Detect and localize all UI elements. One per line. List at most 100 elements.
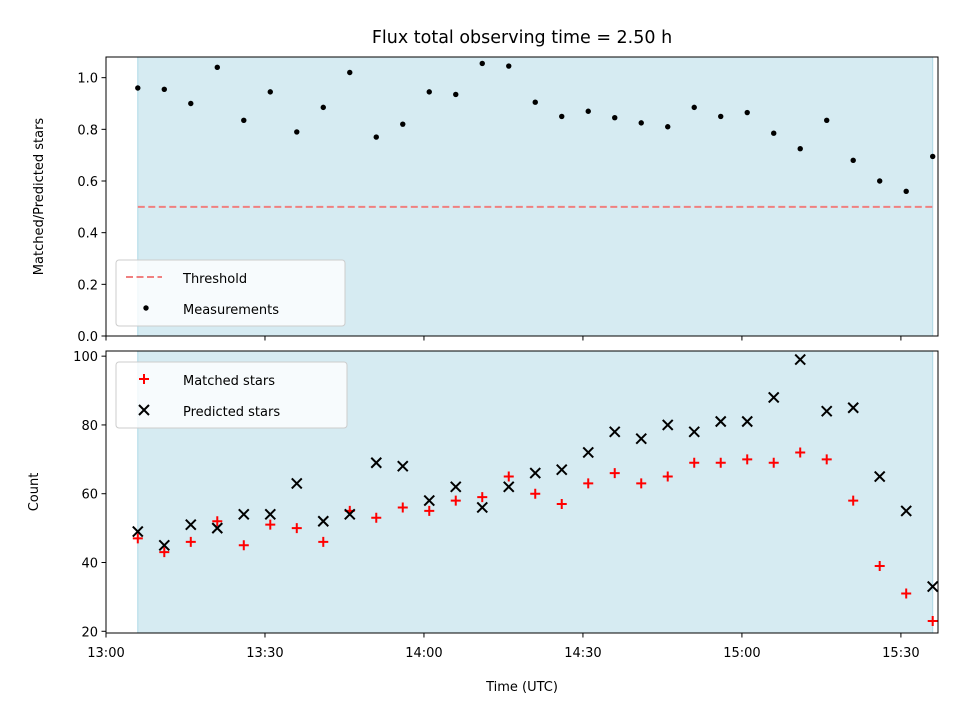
legend-box <box>115 361 348 429</box>
measurement-point <box>426 89 432 95</box>
measurement-point <box>188 100 194 107</box>
legend-matched-swatch <box>139 374 149 384</box>
measurement-point <box>373 134 379 140</box>
legend-entry-label: Predicted stars <box>183 405 280 420</box>
measurement-point <box>850 157 856 164</box>
x-tick-label: 13:30 <box>246 646 283 661</box>
predicted-star-point <box>873 470 886 483</box>
matched-star-point <box>530 488 541 499</box>
y-tick-label: 0.0 <box>77 330 98 345</box>
measurement-point <box>347 69 353 76</box>
count-panel: 20 40 60 80 100 Count 13:00 13:30 14:00 14:30 15:0… <box>27 350 939 661</box>
y-tick-label: 1.0 <box>77 72 98 87</box>
x-tick-label: 14:30 <box>564 646 601 661</box>
matched-star-point <box>848 495 859 506</box>
predicted-star-point <box>317 515 329 527</box>
predicted-star-point <box>211 522 223 534</box>
y-tick-label: 20 <box>81 625 98 640</box>
matched-star-point <box>265 519 276 530</box>
matched-star-point <box>689 457 700 468</box>
matched-star-point <box>583 478 594 489</box>
matched-star-point <box>609 468 620 479</box>
matched-star-point <box>556 499 567 510</box>
predicted-star-point <box>582 446 594 459</box>
chart-title: Flux total observing time = 2.50 h <box>372 28 672 48</box>
predicted-star-point <box>264 508 276 521</box>
matched-star-point <box>795 447 806 458</box>
legend-entry-label: Threshold <box>182 272 247 287</box>
predicted-star-point <box>450 481 462 493</box>
measurement-point <box>612 115 618 121</box>
measurement-point <box>691 104 697 111</box>
legend-entry-label: Measurements <box>183 303 279 318</box>
predicted-star-point <box>503 481 515 493</box>
predicted-star-point <box>529 467 541 479</box>
y-tick-label: 100 <box>73 350 98 365</box>
matched-star-point <box>927 615 938 626</box>
matched-star-point <box>212 516 223 527</box>
matched-star-point <box>821 454 832 465</box>
matched-star-point <box>185 536 196 547</box>
matched-star-point <box>901 588 912 599</box>
ratio-legend: Threshold Measurements <box>115 259 346 327</box>
predicted-star-point <box>741 415 753 428</box>
x-tick-label: 15:30 <box>882 646 919 661</box>
matched-star-point <box>742 454 753 465</box>
measurement-point <box>638 120 644 126</box>
measurement-point <box>744 109 750 116</box>
measurement-point <box>241 117 247 123</box>
legend-measurement-swatch <box>143 305 149 311</box>
predicted-star-point <box>635 432 647 445</box>
predicted-star-point <box>238 508 250 521</box>
predicted-star-point <box>185 518 197 531</box>
predicted-star-point <box>291 477 303 490</box>
measurement-point <box>903 188 909 195</box>
x-tick-label: 13:00 <box>87 646 124 661</box>
predicted-star-point <box>423 494 435 507</box>
count-legend: Matched stars Predicted stars <box>115 361 348 429</box>
measurement-point <box>824 117 830 123</box>
y-tick-label: 80 <box>81 419 98 434</box>
measurement-point <box>267 89 273 95</box>
matched-star-point <box>291 523 302 534</box>
matched-star-point <box>132 533 143 544</box>
y-tick-label: 0.8 <box>77 123 98 138</box>
matched-star-point <box>450 495 461 506</box>
matched-star-point <box>636 478 647 489</box>
predicted-star-point <box>344 508 356 521</box>
count-axes-frame <box>105 350 939 634</box>
measurement-point <box>665 124 671 130</box>
measurement-point <box>294 129 300 135</box>
predicted-star-point <box>821 405 833 417</box>
predicted-star-point <box>476 501 488 514</box>
x-tick-label: 14:00 <box>405 646 442 661</box>
ratio-axes-frame <box>105 56 939 337</box>
predicted-star-point <box>900 505 912 517</box>
legend-box <box>115 259 346 327</box>
matched-star-point <box>662 471 673 482</box>
measurement-point <box>797 146 803 152</box>
y-tick-label: 0.4 <box>77 227 98 242</box>
measurement-point <box>453 91 459 98</box>
x-tick-label: 15:00 <box>723 646 760 661</box>
matched-star-point <box>768 457 779 468</box>
y-tick-label: 0.2 <box>77 278 98 293</box>
measurement-point <box>585 108 591 114</box>
measurement-point <box>559 113 565 120</box>
matched-star-point <box>874 560 885 571</box>
measurement-point <box>135 85 141 91</box>
matched-star-point <box>424 505 435 516</box>
measurement-point <box>161 86 167 92</box>
predicted-star-point <box>926 580 939 593</box>
measurement-point <box>930 153 936 160</box>
y-axis-label: Count <box>27 473 42 512</box>
y-tick-label: 40 <box>81 557 98 572</box>
predicted-star-point <box>556 463 568 476</box>
predicted-star-point <box>768 391 780 404</box>
predicted-star-point <box>158 539 171 552</box>
predicted-star-point <box>609 426 621 438</box>
measurement-point <box>506 63 512 69</box>
measurement-point <box>771 130 777 136</box>
predicted-star-point <box>370 457 382 469</box>
